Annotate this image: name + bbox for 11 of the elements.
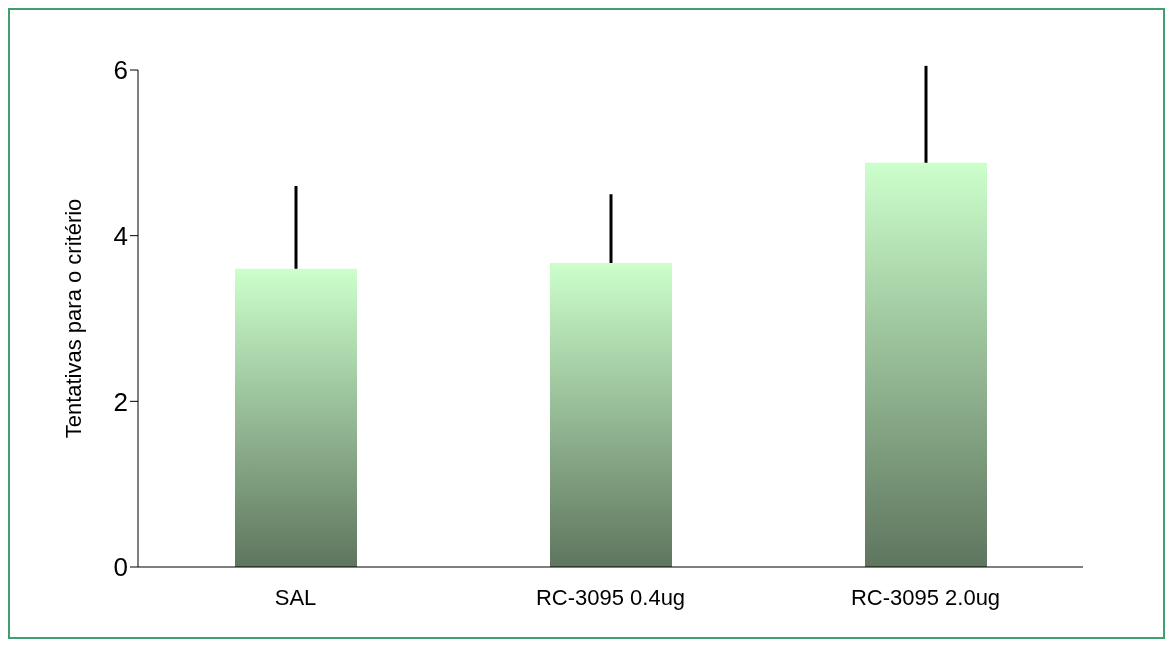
y-axis-title: Tentativas para o critério	[60, 198, 86, 439]
y-tick-label: 4	[113, 220, 128, 251]
y-tick-label: 0	[113, 552, 128, 583]
y-tick-label: 2	[113, 386, 128, 417]
x-tick-label: SAL	[274, 584, 317, 610]
bar	[550, 263, 672, 567]
y-tick-label: 6	[113, 55, 128, 86]
x-tick-label: RC-3095 0.4ug	[535, 584, 686, 610]
bar	[235, 268, 357, 567]
bar	[865, 162, 987, 567]
x-tick-label: RC-3095 2.0ug	[850, 584, 1001, 610]
